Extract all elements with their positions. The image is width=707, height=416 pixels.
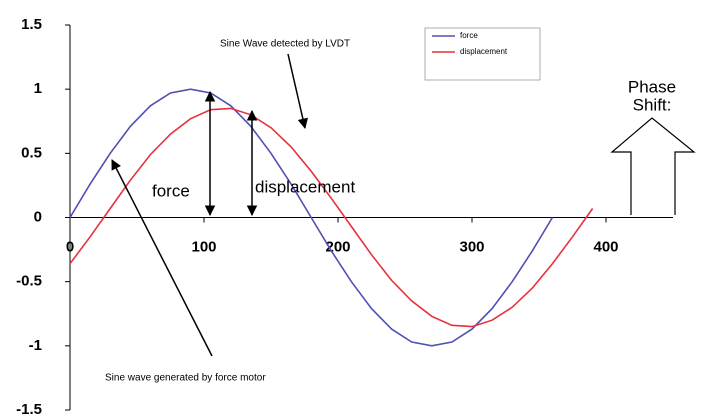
y-tick-label: 1: [34, 80, 42, 97]
phase-arrow: [610, 117, 696, 215]
legend: force displacement: [424, 27, 541, 81]
y-tick-label: -1.5: [16, 401, 42, 416]
annotation: force: [152, 181, 190, 200]
x-tick-label: 0: [66, 238, 74, 255]
arrow: [287, 53, 309, 130]
x-tick-label: 100: [191, 238, 216, 255]
annotation: Sine Wave detected by LVDT: [220, 39, 350, 50]
annotation: Sine wave generated by force motor: [105, 373, 266, 384]
annotation: Shift:: [633, 95, 672, 114]
annotation: displacement: [255, 177, 355, 196]
x-tick-label: 400: [593, 238, 618, 255]
legend-label: displacement: [460, 47, 508, 56]
y-tick-label: -1: [29, 337, 42, 354]
arrow: [111, 159, 213, 357]
line-series: [69, 88, 554, 347]
y-tick-label: -0.5: [16, 273, 42, 290]
y-tick-label: 0: [34, 208, 42, 225]
line-series: [69, 107, 594, 328]
y-tick-label: 1.5: [21, 16, 42, 33]
annotation: Phase: [628, 77, 676, 96]
x-tick-label: 300: [459, 238, 484, 255]
y-tick-label: 0.5: [21, 144, 42, 161]
legend-label: force: [460, 31, 478, 40]
